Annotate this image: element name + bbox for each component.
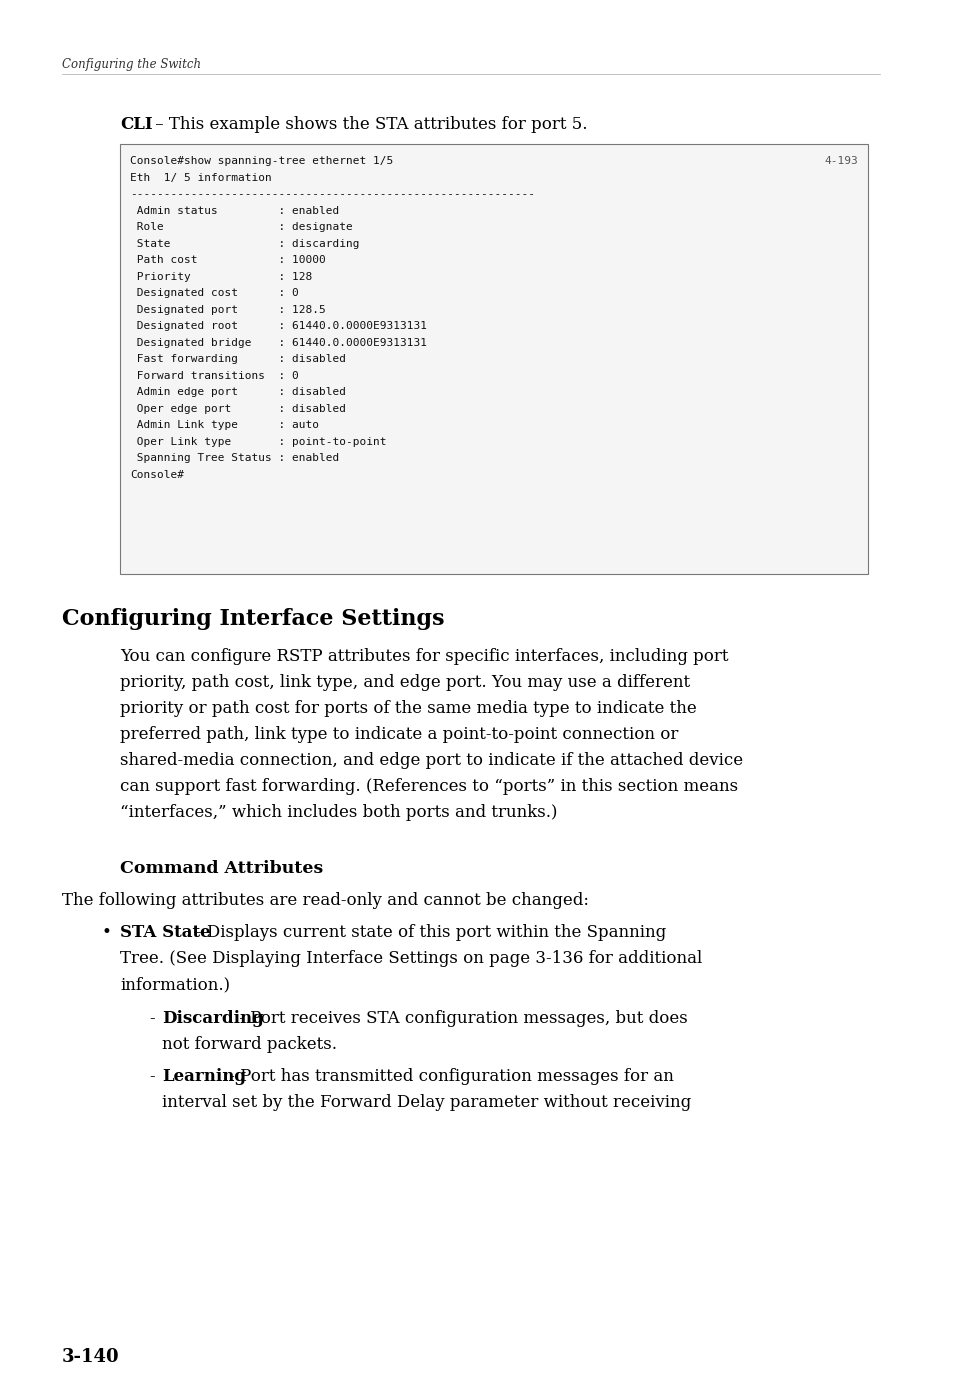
Text: not forward packets.: not forward packets. xyxy=(162,1035,336,1053)
Text: Fast forwarding      : disabled: Fast forwarding : disabled xyxy=(130,354,346,364)
Text: Oper edge port       : disabled: Oper edge port : disabled xyxy=(130,404,346,414)
Text: Tree. (See Displaying Interface Settings on page 3-136 for additional: Tree. (See Displaying Interface Settings… xyxy=(120,949,701,967)
Text: can support fast forwarding. (References to “ports” in this section means: can support fast forwarding. (References… xyxy=(120,779,738,795)
Text: Designated root      : 61440.0.0000E9313131: Designated root : 61440.0.0000E9313131 xyxy=(130,321,427,330)
Text: Eth  1/ 5 information: Eth 1/ 5 information xyxy=(130,172,272,182)
Text: Learning: Learning xyxy=(162,1067,246,1085)
Text: CLI: CLI xyxy=(120,117,152,133)
Text: Console#: Console# xyxy=(130,469,184,479)
Text: Console#show spanning-tree ethernet 1/5: Console#show spanning-tree ethernet 1/5 xyxy=(130,155,393,167)
Text: -: - xyxy=(150,1010,161,1027)
Text: Priority             : 128: Priority : 128 xyxy=(130,272,312,282)
Text: Path cost            : 10000: Path cost : 10000 xyxy=(130,255,325,265)
Text: Command Attributes: Command Attributes xyxy=(120,861,323,877)
Text: - Port has transmitted configuration messages for an: - Port has transmitted configuration mes… xyxy=(224,1067,673,1085)
Text: information.): information.) xyxy=(120,976,230,992)
Text: Admin status         : enabled: Admin status : enabled xyxy=(130,205,339,215)
Text: Spanning Tree Status : enabled: Spanning Tree Status : enabled xyxy=(130,452,339,464)
Text: Designated cost      : 0: Designated cost : 0 xyxy=(130,287,298,298)
Text: Discarding: Discarding xyxy=(162,1010,263,1027)
Text: preferred path, link type to indicate a point-to-point connection or: preferred path, link type to indicate a … xyxy=(120,726,678,743)
Text: Forward transitions  : 0: Forward transitions : 0 xyxy=(130,371,298,380)
Text: State                : discarding: State : discarding xyxy=(130,239,359,248)
Text: 4-193: 4-193 xyxy=(823,155,857,167)
Text: - Port receives STA configuration messages, but does: - Port receives STA configuration messag… xyxy=(233,1010,687,1027)
Text: The following attributes are read-only and cannot be changed:: The following attributes are read-only a… xyxy=(62,892,588,909)
FancyBboxPatch shape xyxy=(120,144,867,575)
Text: Oper Link type       : point-to-point: Oper Link type : point-to-point xyxy=(130,436,386,447)
Text: -: - xyxy=(150,1067,161,1085)
Text: – Displays current state of this port within the Spanning: – Displays current state of this port wi… xyxy=(188,924,665,941)
Text: shared-media connection, and edge port to indicate if the attached device: shared-media connection, and edge port t… xyxy=(120,752,742,769)
Text: Role                 : designate: Role : designate xyxy=(130,222,353,232)
Text: Admin edge port      : disabled: Admin edge port : disabled xyxy=(130,387,346,397)
Text: You can configure RSTP attributes for specific interfaces, including port: You can configure RSTP attributes for sp… xyxy=(120,648,728,665)
Text: Configuring Interface Settings: Configuring Interface Settings xyxy=(62,608,444,630)
Text: – This example shows the STA attributes for port 5.: – This example shows the STA attributes … xyxy=(150,117,587,133)
Text: 3-140: 3-140 xyxy=(62,1348,119,1366)
Text: priority or path cost for ports of the same media type to indicate the: priority or path cost for ports of the s… xyxy=(120,700,696,718)
Text: priority, path cost, link type, and edge port. You may use a different: priority, path cost, link type, and edge… xyxy=(120,675,689,691)
Text: •: • xyxy=(102,924,112,941)
Text: interval set by the Forward Delay parameter without receiving: interval set by the Forward Delay parame… xyxy=(162,1094,691,1110)
Text: Configuring the Switch: Configuring the Switch xyxy=(62,58,201,71)
Text: Designated bridge    : 61440.0.0000E9313131: Designated bridge : 61440.0.0000E9313131 xyxy=(130,337,427,347)
Text: “interfaces,” which includes both ports and trunks.): “interfaces,” which includes both ports … xyxy=(120,804,557,820)
Text: Designated port      : 128.5: Designated port : 128.5 xyxy=(130,304,325,315)
Text: ------------------------------------------------------------: ----------------------------------------… xyxy=(130,189,535,198)
Text: STA State: STA State xyxy=(120,924,211,941)
Text: Admin Link type      : auto: Admin Link type : auto xyxy=(130,421,318,430)
